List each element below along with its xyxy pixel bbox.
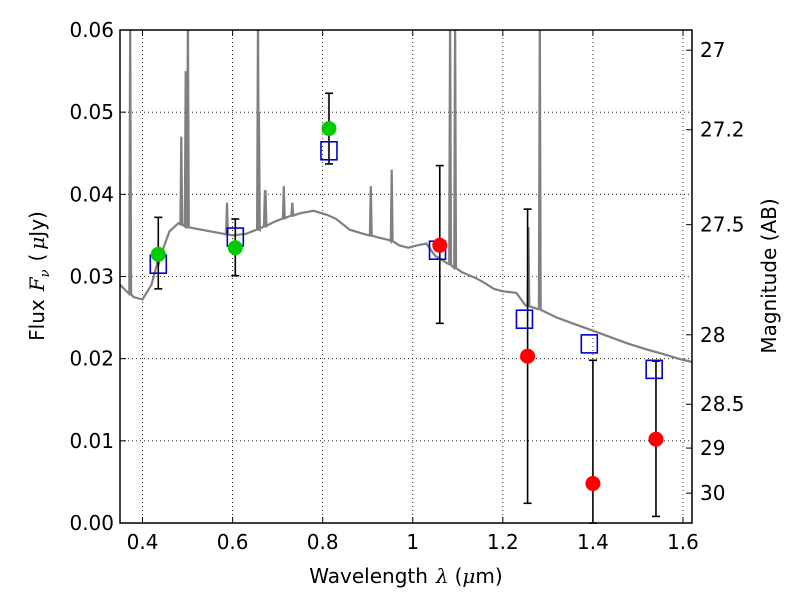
model-photometry-square — [515, 309, 534, 330]
x-tick-label: 1.4 — [577, 530, 609, 554]
y-axis: 0.00 0.01 0.02 0.03 0.04 0.05 0.06 — [69, 18, 126, 535]
observed-flux-point — [520, 348, 536, 364]
model-spectrum-line — [120, 30, 692, 364]
y-tick-label: 0.06 — [69, 18, 114, 42]
y2-tick-label: 27 — [700, 38, 725, 62]
grid-lines — [120, 29, 692, 524]
observed-flux-point — [150, 246, 166, 262]
observed-flux-point — [321, 121, 337, 137]
y-tick-label: 0.05 — [69, 100, 114, 124]
y2-axis-title: Magnitude (AB) — [757, 198, 781, 353]
y2-tick-label: 28.5 — [700, 392, 745, 416]
model-photometry-square — [320, 140, 338, 161]
y2-tick-label: 30 — [700, 481, 725, 505]
x-tick-label: 1 — [406, 530, 419, 554]
plot-frame — [119, 29, 693, 524]
x-tick-label: 0.4 — [127, 530, 159, 554]
y-axis-title: FluxFν(μJy) — [25, 211, 53, 341]
y-tick-label: 0.03 — [69, 265, 114, 289]
y-tick-label: 0.00 — [69, 511, 114, 535]
y-tick-label: 0.04 — [69, 182, 114, 206]
x-tick-label: 0.6 — [217, 530, 249, 554]
observed-flux-point — [432, 237, 448, 253]
y-tick-label: 0.02 — [69, 347, 114, 371]
y2-axis: 27 27.2 27.5 28 28.5 29 30 — [686, 38, 745, 505]
observed-flux-point — [648, 431, 664, 447]
x-tick-label: 1.2 — [487, 530, 519, 554]
y2-tick-label: 28 — [700, 323, 725, 347]
model-photometry-square — [580, 334, 599, 354]
y2-tick-label: 27.2 — [700, 118, 745, 142]
model-photometry-square — [645, 359, 663, 380]
observed-flux-point — [585, 476, 601, 492]
x-tick-label: 1.6 — [667, 530, 699, 554]
model-spectrum — [120, 30, 692, 364]
y2-tick-label: 27.5 — [700, 213, 745, 237]
data-markers — [149, 92, 664, 524]
observed-flux-point — [227, 240, 243, 256]
x-axis-title: Wavelength λ (μm) — [309, 564, 502, 588]
x-axis: 0.4 0.6 0.8 1 1.2 1.4 1.6 — [127, 30, 699, 554]
y2-tick-label: 29 — [700, 436, 725, 460]
y-tick-label: 0.01 — [69, 429, 114, 453]
x-tick-label: 0.8 — [307, 530, 339, 554]
